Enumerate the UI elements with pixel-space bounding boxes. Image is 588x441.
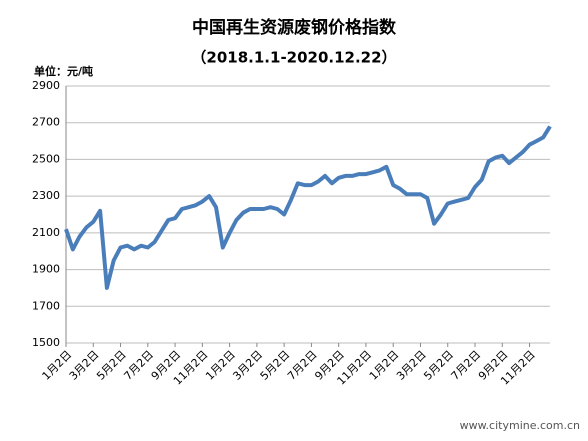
y-tick-label: 2500 [32, 152, 60, 165]
x-tick-label: 1月2日 [40, 348, 75, 383]
x-tick-label: 7月2日 [285, 348, 320, 383]
x-tick-label: 1月2日 [367, 348, 402, 383]
y-tick-label: 1500 [32, 336, 60, 349]
series-line [64, 125, 552, 290]
y-tick-label: 2300 [32, 189, 60, 202]
y-tick-label: 1700 [32, 299, 60, 312]
x-tick-label: 5月2日 [94, 348, 129, 383]
y-tick-label: 2700 [32, 116, 60, 129]
x-tick-label: 5月2日 [258, 348, 293, 383]
y-tick-label: 2100 [32, 226, 60, 239]
unit-label: 单位：元/吨 [34, 64, 93, 78]
x-tick-label: 3月2日 [230, 348, 265, 383]
x-tick-label: 3月2日 [394, 348, 429, 383]
y-tick-label: 1900 [32, 263, 60, 276]
x-tick-label: 7月2日 [121, 348, 156, 383]
chart-title: 中国再生资源废钢价格指数 [192, 17, 397, 38]
x-tick-label: 1月2日 [203, 348, 238, 383]
x-tick-label: 3月2日 [67, 348, 102, 383]
chart-subtitle: （2018.1.1-2020.12.22） [191, 49, 396, 67]
y-tick-label: 2900 [32, 79, 60, 92]
x-tick-label: 5月2日 [421, 348, 456, 383]
watermark: www.citymine.com.cn [460, 419, 580, 432]
x-tick-label: 7月2日 [449, 348, 484, 383]
